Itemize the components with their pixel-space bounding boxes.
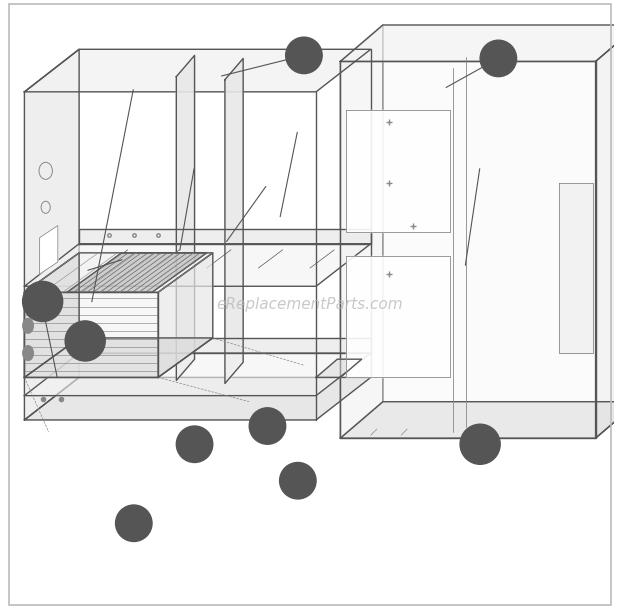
Polygon shape [316, 359, 361, 378]
Text: Q: Q [189, 437, 200, 451]
Circle shape [22, 281, 63, 322]
Ellipse shape [22, 318, 33, 333]
Ellipse shape [22, 345, 33, 361]
Circle shape [249, 408, 286, 444]
Polygon shape [67, 253, 206, 292]
Circle shape [115, 505, 152, 541]
Text: R: R [129, 516, 139, 530]
Polygon shape [24, 253, 213, 292]
Polygon shape [24, 244, 371, 286]
Circle shape [286, 37, 322, 74]
Text: 26: 26 [35, 295, 50, 308]
Polygon shape [79, 338, 371, 353]
Polygon shape [596, 25, 620, 438]
Polygon shape [24, 338, 213, 378]
Polygon shape [340, 62, 596, 438]
Text: 3: 3 [263, 419, 272, 433]
Text: 23: 23 [472, 438, 488, 451]
Text: H: H [293, 474, 303, 488]
Polygon shape [347, 110, 450, 231]
Polygon shape [340, 25, 620, 62]
Polygon shape [347, 256, 450, 378]
Circle shape [480, 40, 516, 77]
Polygon shape [158, 253, 213, 378]
Polygon shape [40, 225, 58, 274]
Text: 8: 8 [299, 48, 308, 62]
Text: 18: 18 [78, 334, 93, 348]
Polygon shape [79, 228, 371, 244]
Polygon shape [340, 402, 620, 438]
Text: G: G [493, 51, 503, 65]
Polygon shape [24, 49, 371, 92]
Polygon shape [176, 55, 195, 381]
Text: eReplacementParts.com: eReplacementParts.com [216, 297, 404, 312]
Circle shape [280, 462, 316, 499]
Polygon shape [340, 25, 383, 438]
Polygon shape [559, 183, 593, 353]
Polygon shape [24, 253, 79, 378]
Polygon shape [24, 353, 371, 396]
Polygon shape [24, 49, 79, 420]
Polygon shape [24, 292, 158, 378]
Polygon shape [24, 378, 371, 420]
Circle shape [176, 426, 213, 462]
Circle shape [460, 424, 500, 464]
Circle shape [65, 321, 105, 361]
Polygon shape [225, 58, 243, 384]
